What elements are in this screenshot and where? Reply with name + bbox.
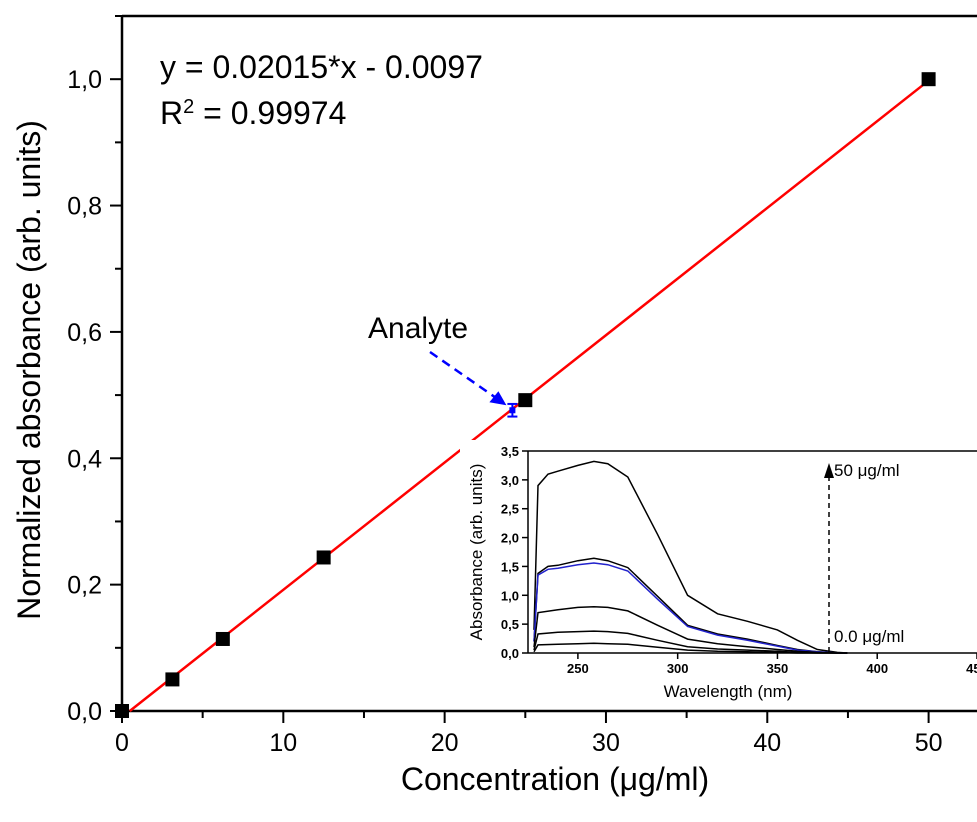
- y-tick-label: 0,6: [67, 319, 102, 347]
- y-tick-label: 0,0: [67, 698, 102, 726]
- inset-y-tick-label: 2,0: [501, 531, 519, 546]
- r-symbol: R: [160, 95, 183, 131]
- r-squared-value: = 0.99974: [194, 95, 346, 131]
- inset-arrow-head: [824, 463, 834, 478]
- inset-x-tick-label: 300: [667, 661, 689, 676]
- inset-concentration-arrow: [824, 463, 834, 652]
- inset-y-tick-label: 1,0: [501, 588, 519, 603]
- inset-y-tick-label: 3,0: [501, 473, 519, 488]
- analyte-point: [509, 407, 516, 414]
- main-plot: 0 10 20 30 40 50 0,0 0,2 0,4 0,6 0,8 1,0 Concentrat…: [11, 14, 977, 797]
- x-tick-label: 10: [269, 729, 297, 757]
- inset-y-tick-label: 0,5: [501, 617, 519, 632]
- x-tick-label: 20: [431, 729, 459, 757]
- y-tick-label: 0,8: [67, 193, 102, 221]
- y-tick-label: 1,0: [67, 66, 102, 94]
- inset-x-tick-label: 400: [866, 661, 888, 676]
- inset-spectrum-line: [533, 642, 848, 654]
- r-superscript: 2: [183, 96, 194, 118]
- data-point-square: [115, 704, 129, 718]
- y-axis-title: Normalized absorbance (arb. units): [11, 120, 47, 620]
- inset-spectrum-line: [533, 606, 848, 654]
- inset-x-tick-label: 450: [966, 661, 977, 676]
- data-point-square: [518, 393, 533, 408]
- inset-y-axis-title: Absorbance (arb. units): [467, 464, 486, 641]
- fit-r-squared: R2 = 0.99974: [160, 95, 346, 131]
- main-axes: [120, 14, 977, 713]
- inset-x-tick-label: 250: [567, 661, 589, 676]
- inset-plot: 2503003504004500,00,51,01,52,02,53,03,5 …: [460, 440, 977, 702]
- inset-y-tick-label: 1,5: [501, 559, 519, 574]
- x-tick-label: 40: [753, 729, 781, 757]
- y-tick-label: 0,4: [67, 445, 102, 473]
- main-ticks: 0 10 20 30 40 50 0,0 0,2 0,4 0,6 0,8 1,0: [67, 15, 943, 757]
- inset-spectrum-line: [533, 562, 848, 654]
- data-point-square: [165, 672, 180, 687]
- x-tick-label: 30: [592, 729, 620, 757]
- inset-axes: [527, 450, 977, 654]
- analyte-label: Analyte: [368, 312, 468, 345]
- inset-label-bottom: 0.0 μg/ml: [834, 627, 904, 646]
- inset-x-tick-label: 350: [767, 661, 789, 676]
- inset-spectrum-line: [533, 460, 848, 654]
- inset-ticks: 250 300 350 400 450 0,0 0,5 1,0 1,5 2,0 2,5 3,0 3,5: [501, 444, 977, 676]
- inset-spectra: [533, 460, 848, 654]
- y-tick-label: 0,2: [67, 572, 102, 600]
- fit-equation: y = 0.02015*x - 0.0097: [160, 49, 483, 85]
- analyte-arrow-head: [489, 391, 507, 406]
- data-point-square: [921, 72, 936, 87]
- data-point-square: [316, 550, 331, 565]
- x-axis-title: Concentration (μg/ml): [401, 761, 709, 797]
- x-tick-label: 0: [115, 729, 129, 757]
- data-points: [115, 72, 936, 718]
- inset-label-top: 50 μg/ml: [834, 461, 900, 480]
- analyte-marker-group: [429, 350, 518, 418]
- data-point-square: [215, 631, 230, 646]
- inset-y-tick-label: 3,5: [501, 444, 519, 459]
- x-tick-label: 50: [915, 729, 943, 757]
- inset-x-axis-title: Wavelength (nm): [664, 682, 793, 701]
- inset-y-tick-label: 2,5: [501, 502, 519, 517]
- inset-y-tick-label: 0,0: [501, 646, 519, 661]
